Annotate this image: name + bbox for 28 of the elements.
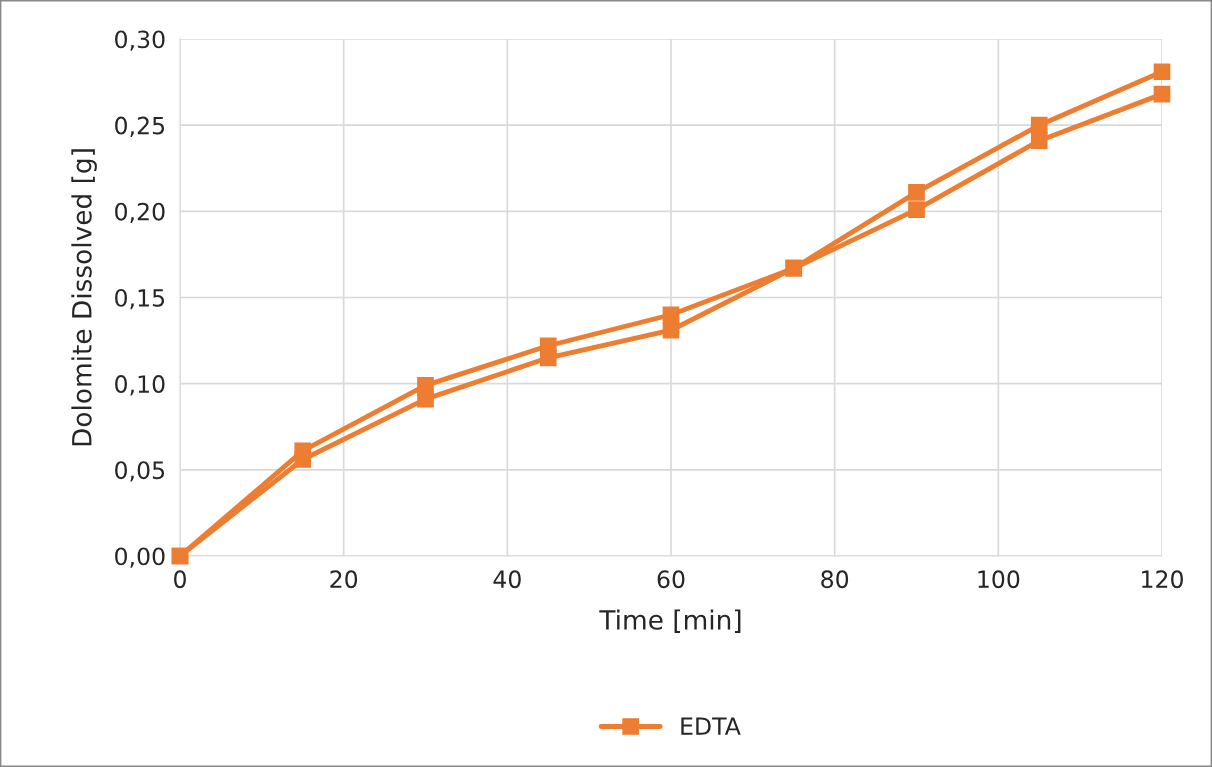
x-tick-label: 20 — [330, 570, 358, 589]
x-tick-label: 0 — [174, 570, 186, 589]
x-tick-label: 100 — [978, 570, 1020, 589]
point — [1153, 85, 1171, 103]
y-tick-label: 0,10 — [115, 375, 165, 396]
y-tick-label: 0,20 — [115, 202, 165, 224]
point — [908, 184, 925, 201]
y-tick-label: 0,30 — [115, 30, 165, 51]
x-tick-label: 60 — [657, 570, 685, 589]
legend-label: EDTA — [681, 717, 741, 735]
y-tick-label: 0,05 — [115, 461, 165, 482]
point — [417, 390, 434, 408]
point — [908, 201, 925, 218]
point — [1030, 132, 1048, 150]
point — [1153, 63, 1171, 81]
y-tick-label: 0,15 — [115, 288, 165, 310]
x-axis-title: Time [min] — [599, 609, 741, 633]
x-tick-label: 80 — [821, 570, 849, 589]
point — [662, 321, 680, 339]
x-tick-label: 40 — [493, 570, 521, 589]
y-axis-title: Dolomite Dissolved [g] — [71, 149, 97, 446]
y-tick-label: 0,25 — [115, 116, 165, 137]
x-tick-label: 120 — [1142, 570, 1183, 589]
point — [1030, 116, 1048, 134]
point — [294, 451, 312, 468]
y-tick-label: 0,00 — [115, 547, 165, 568]
point — [662, 306, 680, 324]
point — [539, 349, 557, 367]
